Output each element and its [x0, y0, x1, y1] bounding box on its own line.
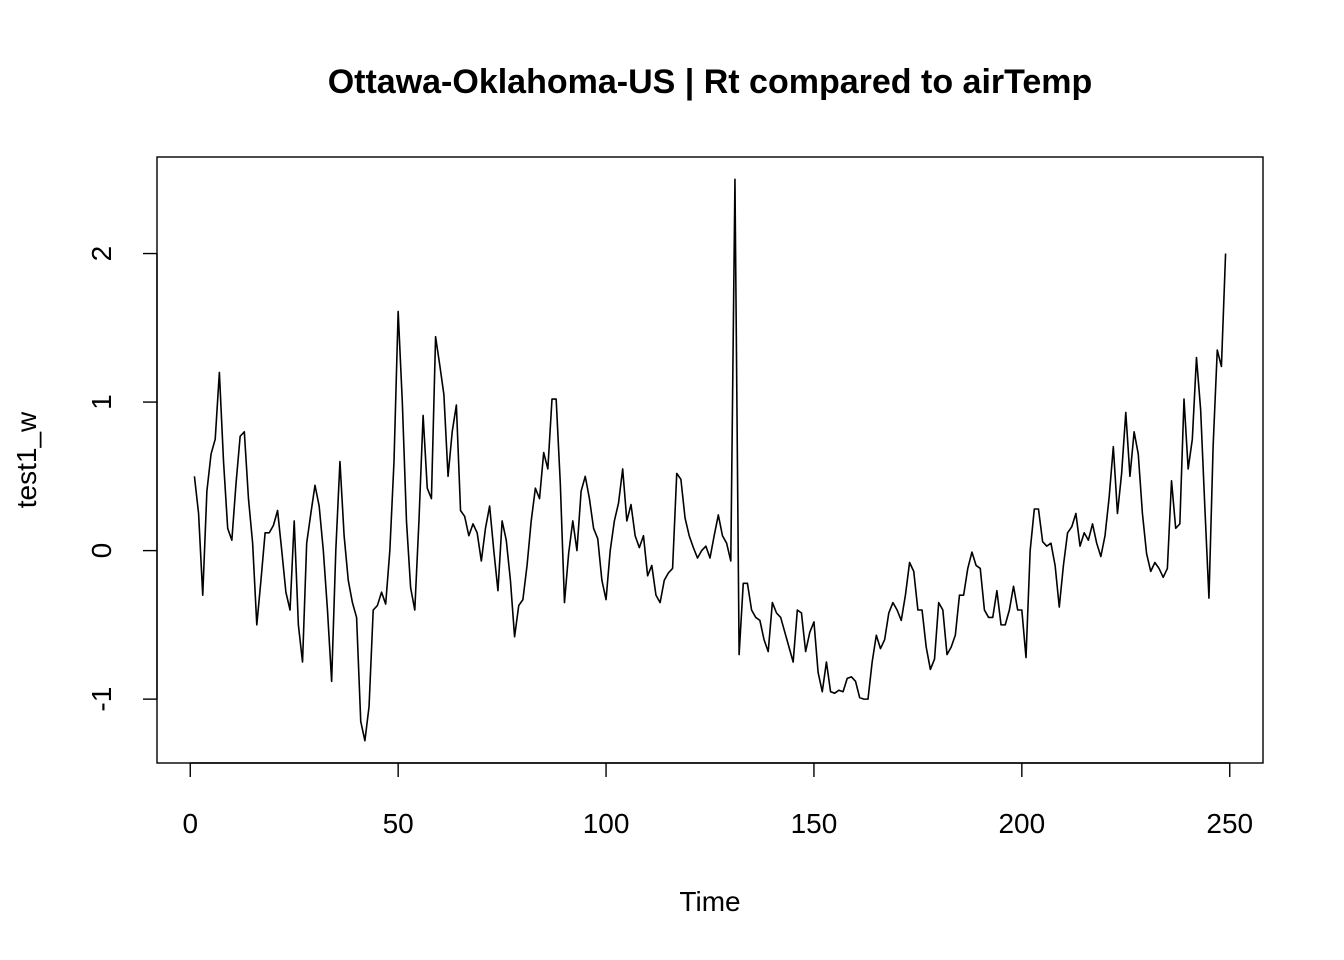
- y-axis: -1 0 1 2: [86, 246, 158, 712]
- plot-frame: [156, 156, 1264, 764]
- y-tick-label: 1: [86, 394, 117, 410]
- series-line-test1-w: [193, 178, 1227, 742]
- x-tick-label: 150: [791, 808, 838, 839]
- y-axis-label: test1_w: [11, 411, 42, 508]
- x-axis: 0 50 100 150 200 250: [182, 762, 1253, 839]
- x-tick-label: 50: [383, 808, 414, 839]
- y-tick-label: 2: [86, 246, 117, 262]
- y-tick-label: -1: [86, 687, 117, 712]
- chart-title: Ottawa-Oklahoma-US | Rt compared to airT…: [328, 63, 1093, 101]
- y-tick-label: 0: [86, 543, 117, 559]
- x-tick-label: 200: [998, 808, 1045, 839]
- x-tick-label: 0: [182, 808, 198, 839]
- x-axis-label: Time: [679, 886, 740, 917]
- x-tick-label: 100: [583, 808, 630, 839]
- x-tick-label: 250: [1206, 808, 1253, 839]
